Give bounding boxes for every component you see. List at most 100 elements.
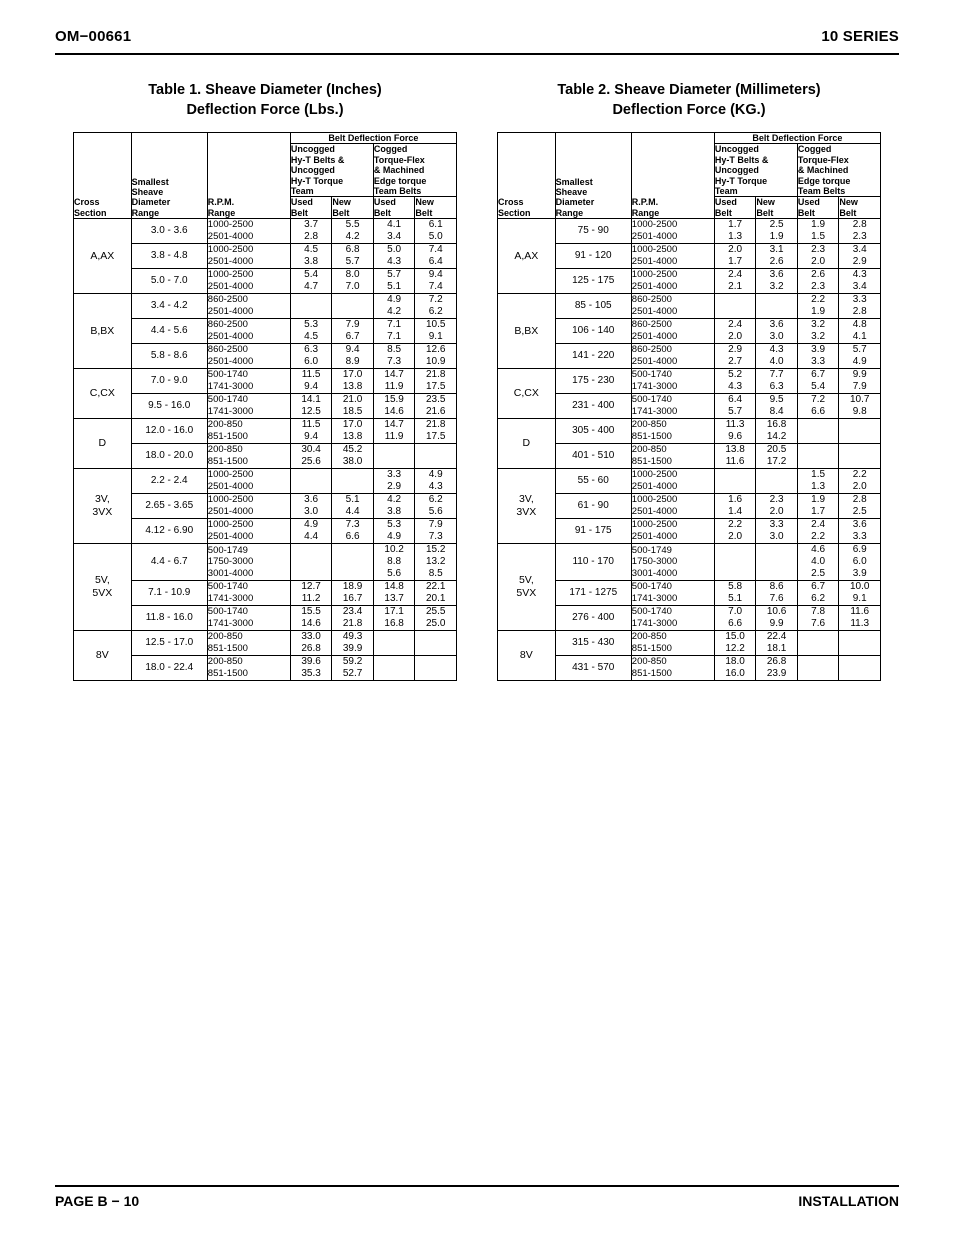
diameter-cell: 431 - 570 — [555, 655, 631, 680]
rpm-cell: 500-1740 1741-3000 — [207, 605, 290, 630]
cross-section-cell: D — [74, 418, 132, 468]
value-cell: 7.2 6.6 — [797, 393, 839, 418]
value-cell: 2.2 2.0 — [839, 468, 881, 493]
value-cell: 5.2 4.3 — [714, 368, 756, 393]
value-cell: 9.4 7.4 — [415, 268, 457, 293]
diameter-cell: 305 - 400 — [555, 418, 631, 443]
rpm-cell: 1000-2500 2501-4000 — [631, 468, 714, 493]
footer-left: PAGE B − 10 — [55, 1193, 139, 1209]
table2: Cross SectionSmallest Sheave Diameter Ra… — [497, 132, 881, 681]
rpm-cell: 1000-2500 2501-4000 — [207, 468, 290, 493]
value-cell: 1.9 1.7 — [797, 493, 839, 518]
diameter-cell: 125 - 175 — [555, 268, 631, 293]
value-cell: 21.8 17.5 — [415, 418, 457, 443]
value-cell — [797, 630, 839, 655]
table-row: 141 - 220860-2500 2501-40002.9 2.74.3 4.… — [498, 343, 881, 368]
content-columns: Table 1. Sheave Diameter (Inches) Deflec… — [55, 81, 899, 681]
rpm-cell: 1000-2500 2501-4000 — [207, 268, 290, 293]
table-row: C,CX175 - 230500-1740 1741-30005.2 4.37.… — [498, 368, 881, 393]
diameter-cell: 75 - 90 — [555, 218, 631, 243]
value-cell: 10.5 9.1 — [415, 318, 457, 343]
table-row: B,BX85 - 105860-2500 2501-40002.2 1.93.3… — [498, 293, 881, 318]
cross-section-cell: A,AX — [74, 218, 132, 293]
diameter-cell: 175 - 230 — [555, 368, 631, 393]
rpm-cell: 200-850 851-1500 — [207, 418, 290, 443]
value-cell: 6.4 5.7 — [714, 393, 756, 418]
value-cell: 2.5 1.9 — [756, 218, 798, 243]
value-cell: 2.4 2.1 — [714, 268, 756, 293]
value-cell: 3.3 2.8 — [839, 293, 881, 318]
value-cell: 49.3 39.9 — [332, 630, 374, 655]
value-cell: 15.2 13.2 8.5 — [415, 543, 457, 580]
header-left: OM−00661 — [55, 28, 131, 45]
diameter-cell: 3.4 - 4.2 — [131, 293, 207, 318]
value-cell: 13.8 11.6 — [714, 443, 756, 468]
table-row: D305 - 400200-850 851-150011.3 9.616.8 1… — [498, 418, 881, 443]
hdr-used-1: Used Belt — [714, 197, 756, 219]
rpm-cell: 860-2500 2501-4000 — [207, 318, 290, 343]
value-cell: 20.5 17.2 — [756, 443, 798, 468]
value-cell: 7.7 6.3 — [756, 368, 798, 393]
rpm-cell: 500-1740 1741-3000 — [207, 580, 290, 605]
diameter-cell: 12.0 - 16.0 — [131, 418, 207, 443]
header-rule — [55, 53, 899, 55]
cross-section-cell: 5V, 5VX — [498, 543, 556, 630]
value-cell — [839, 630, 881, 655]
value-cell: 23.5 21.6 — [415, 393, 457, 418]
value-cell — [373, 443, 415, 468]
value-cell: 7.0 6.6 — [714, 605, 756, 630]
value-cell: 17.0 13.8 — [332, 368, 374, 393]
rpm-cell: 200-850 851-1500 — [631, 630, 714, 655]
hdr-diam: Smallest Sheave Diameter Range — [131, 133, 207, 219]
table-row: 3V, 3VX2.2 - 2.41000-2500 2501-40003.3 2… — [74, 468, 457, 493]
value-cell: 2.8 2.5 — [839, 493, 881, 518]
value-cell: 4.5 3.8 — [290, 243, 332, 268]
rpm-cell: 1000-2500 2501-4000 — [631, 518, 714, 543]
table-row: 171 - 1275500-1740 1741-30005.8 5.18.6 7… — [498, 580, 881, 605]
value-cell: 4.9 4.3 — [415, 468, 457, 493]
table-row: 5.0 - 7.01000-2500 2501-40005.4 4.78.0 7… — [74, 268, 457, 293]
value-cell — [797, 418, 839, 443]
value-cell: 1.6 1.4 — [714, 493, 756, 518]
table-row: A,AX3.0 - 3.61000-2500 2501-40003.7 2.85… — [74, 218, 457, 243]
diameter-cell: 171 - 1275 — [555, 580, 631, 605]
hdr-used-1: Used Belt — [290, 197, 332, 219]
value-cell: 15.9 14.6 — [373, 393, 415, 418]
rpm-cell: 500-1749 1750-3000 3001-4000 — [631, 543, 714, 580]
value-cell: 5.3 4.5 — [290, 318, 332, 343]
table-row: 125 - 1751000-2500 2501-40002.4 2.13.6 3… — [498, 268, 881, 293]
cross-section-cell: B,BX — [498, 293, 556, 368]
table1-container: Cross SectionSmallest Sheave Diameter Ra… — [73, 132, 457, 681]
value-cell: 2.2 1.9 — [797, 293, 839, 318]
value-cell: 9.9 7.9 — [839, 368, 881, 393]
value-cell: 7.3 6.6 — [332, 518, 374, 543]
rpm-cell: 500-1740 1741-3000 — [631, 605, 714, 630]
table-row: 106 - 140860-2500 2501-40002.4 2.03.6 3.… — [498, 318, 881, 343]
rpm-cell: 1000-2500 2501-4000 — [631, 243, 714, 268]
rpm-cell: 200-850 851-1500 — [207, 443, 290, 468]
table-row: C,CX7.0 - 9.0500-1740 1741-300011.5 9.41… — [74, 368, 457, 393]
value-cell: 1.9 1.5 — [797, 218, 839, 243]
diameter-cell: 231 - 400 — [555, 393, 631, 418]
rpm-cell: 500-1749 1750-3000 3001-4000 — [207, 543, 290, 580]
value-cell: 2.4 2.0 — [714, 318, 756, 343]
hdr-new-1: New Belt — [756, 197, 798, 219]
value-cell: 2.3 2.0 — [797, 243, 839, 268]
value-cell: 4.6 4.0 2.5 — [797, 543, 839, 580]
value-cell: 3.1 2.6 — [756, 243, 798, 268]
table-row: 231 - 400500-1740 1741-30006.4 5.79.5 8.… — [498, 393, 881, 418]
value-cell: 17.0 13.8 — [332, 418, 374, 443]
value-cell: 2.9 2.7 — [714, 343, 756, 368]
cross-section-cell: C,CX — [74, 368, 132, 418]
value-cell: 18.9 16.7 — [332, 580, 374, 605]
cross-section-cell: A,AX — [498, 218, 556, 293]
value-cell — [756, 468, 798, 493]
rpm-cell: 1000-2500 2501-4000 — [207, 243, 290, 268]
value-cell: 6.3 6.0 — [290, 343, 332, 368]
hdr-deflection: Belt Deflection Force — [290, 133, 456, 144]
value-cell: 7.8 7.6 — [797, 605, 839, 630]
table-row: 2.65 - 3.651000-2500 2501-40003.6 3.05.1… — [74, 493, 457, 518]
value-cell: 14.8 13.7 — [373, 580, 415, 605]
value-cell: 6.7 6.2 — [797, 580, 839, 605]
value-cell: 5.5 4.2 — [332, 218, 374, 243]
